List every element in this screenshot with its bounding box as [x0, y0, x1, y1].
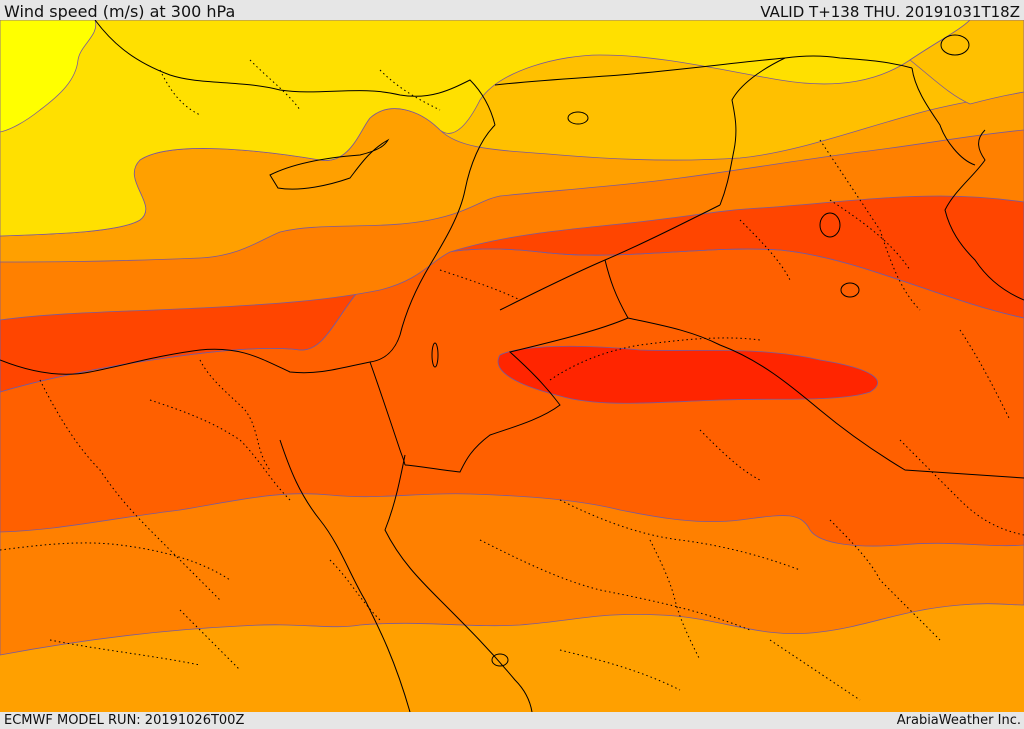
- border-iran-iraq: [911, 67, 976, 166]
- lake-assad: [567, 111, 589, 125]
- coastline-cyprus: [269, 138, 390, 190]
- map-title: Wind speed (m/s) at 300 hPa: [4, 2, 236, 21]
- coastline-egypt: [0, 348, 371, 375]
- border-iraq-saudi: [627, 317, 1024, 479]
- footer-bar: ECMWF MODEL RUN: 20191026T00Z ArabiaWeat…: [0, 712, 1024, 729]
- coastline-red-sea-east: [384, 454, 533, 712]
- coastline-gulf: [944, 129, 1024, 301]
- model-run-label: ECMWF MODEL RUN: 20191026T00Z: [4, 713, 245, 728]
- map-canvas: [0, 20, 1024, 712]
- lake-tharthar: [819, 212, 841, 238]
- border-egypt-israel: [369, 361, 406, 466]
- border-syria-iraq: [499, 204, 721, 311]
- lake-habbaniyah: [840, 282, 860, 298]
- dead-sea: [431, 342, 439, 368]
- wind-speed-map[interactable]: [0, 20, 1024, 712]
- coastline-turkey: [94, 20, 496, 126]
- border-iraq-north: [719, 57, 786, 206]
- band-red-core: [497, 345, 878, 404]
- credit-label: ArabiaWeather Inc.: [896, 713, 1021, 728]
- band-yellow-light: [0, 20, 97, 133]
- border-jordan-saudi: [404, 259, 629, 473]
- band-yellow-west: [0, 20, 971, 237]
- header-bar: Wind speed (m/s) at 300 hPa VALID T+138 …: [0, 0, 1024, 21]
- coastline-levant: [369, 124, 496, 363]
- coastline-red-sea-west: [279, 439, 411, 712]
- border-syria-turkey: [494, 55, 913, 86]
- admin-boundaries: [0, 59, 1024, 701]
- valid-time-label: VALID T+138 THU. 20191031T18Z: [760, 3, 1020, 21]
- lake-van: [940, 34, 970, 56]
- lake-nasser: [491, 653, 509, 667]
